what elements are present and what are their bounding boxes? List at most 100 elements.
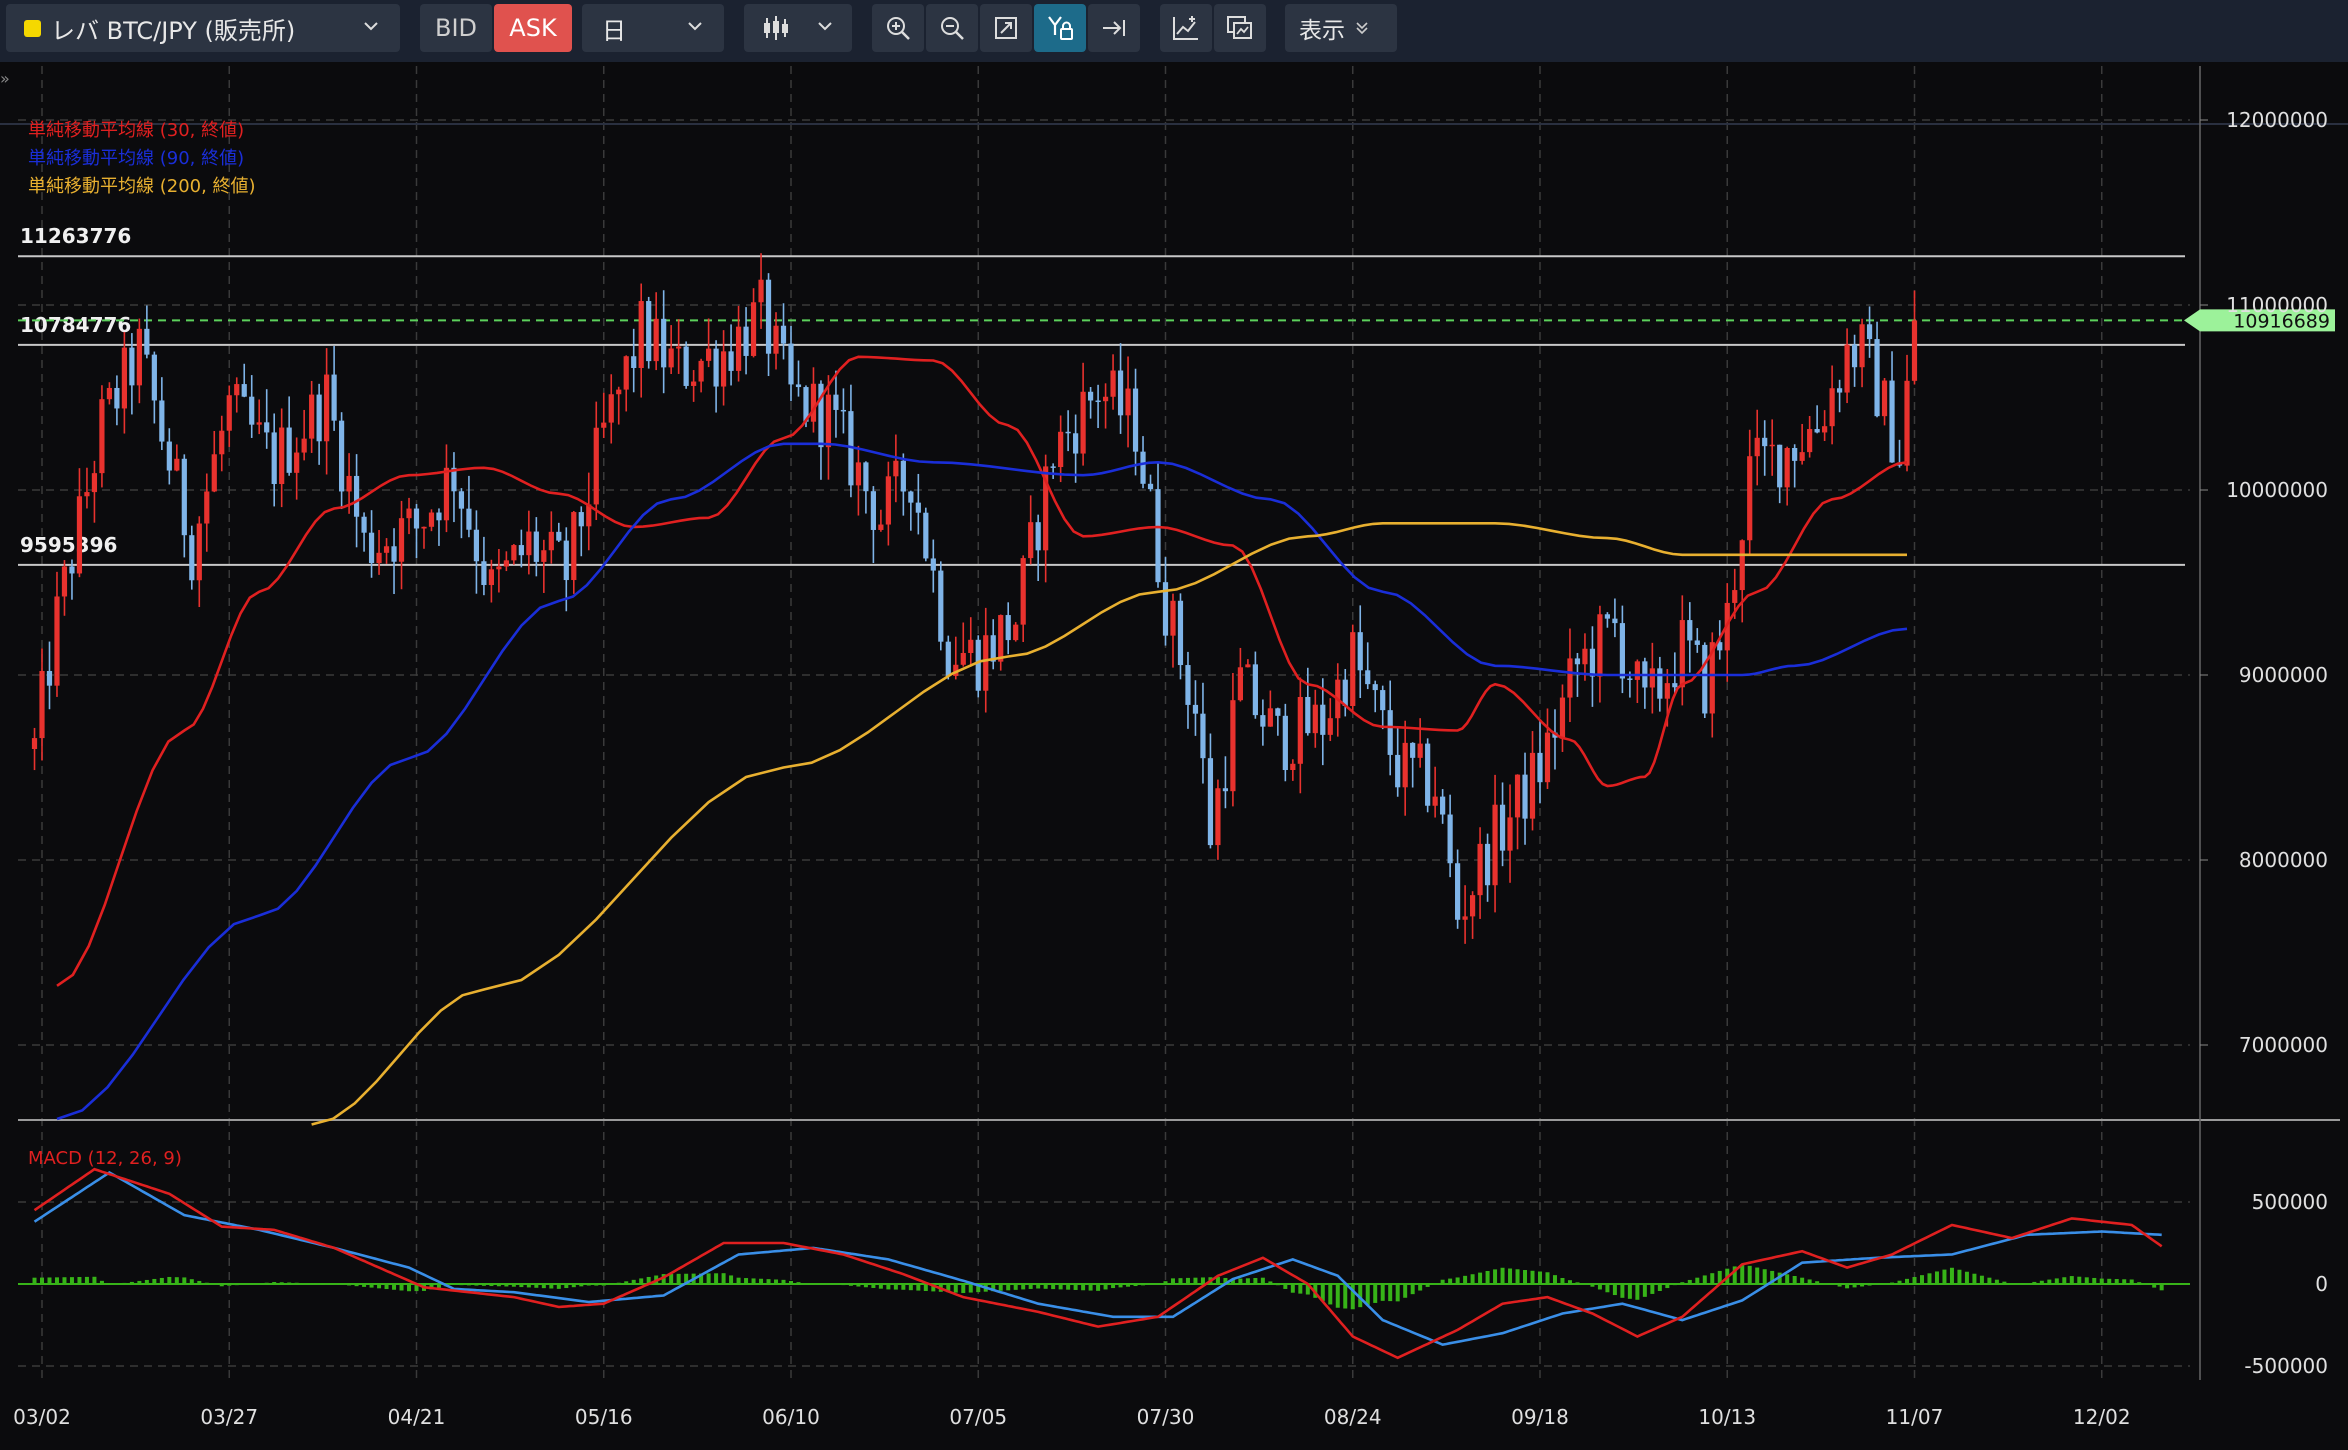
candle-body	[631, 356, 637, 368]
candle-body	[421, 526, 427, 529]
macd-histogram-bar	[684, 1273, 689, 1284]
candle-body	[1080, 391, 1086, 454]
candle-body	[1844, 344, 1850, 393]
macd-histogram-bar	[594, 1284, 599, 1286]
macd-histogram-bar	[1627, 1284, 1632, 1299]
x-tick-label: 03/27	[200, 1405, 258, 1429]
macd-histogram-bar	[699, 1273, 704, 1284]
macd-histogram-bar	[1410, 1284, 1415, 1295]
macd-histogram-bar	[436, 1284, 441, 1288]
macd-histogram-bar	[923, 1284, 928, 1291]
macd-histogram-bar	[2039, 1280, 2044, 1284]
candle-body	[1664, 683, 1670, 699]
candle-body	[219, 430, 225, 455]
macd-histogram-bar	[1200, 1277, 1205, 1284]
bid-button[interactable]: BID	[420, 4, 492, 52]
macd-histogram-bar	[1657, 1284, 1662, 1291]
candle-body	[578, 512, 584, 527]
macd-histogram-bar	[2069, 1276, 2074, 1284]
macd-histogram-bar	[152, 1278, 157, 1284]
candle-body	[810, 383, 817, 422]
macd-histogram-bar	[1141, 1284, 1146, 1286]
y-tick-label: 11000000	[2226, 293, 2328, 317]
legend-sma30: 単純移動平均線 (30, 終値)	[28, 120, 244, 141]
macd-histogram-bar	[534, 1284, 539, 1288]
level-label: 11263776	[20, 224, 131, 248]
candle-body	[181, 458, 187, 536]
macd-histogram-bar	[77, 1277, 82, 1284]
candle-body	[316, 394, 322, 442]
macd-histogram-bar	[62, 1277, 67, 1284]
collapse-arrows[interactable]: »	[0, 69, 10, 88]
macd-histogram-bar	[2054, 1278, 2059, 1284]
candle-body	[713, 348, 719, 387]
symbol-selector[interactable]: レバ BTC/JPY (販売所)	[6, 4, 400, 52]
candle-body	[121, 347, 127, 409]
candle-body	[878, 524, 884, 530]
candle-body	[938, 570, 944, 642]
candle-body	[1147, 483, 1154, 490]
candle-body	[1185, 665, 1191, 705]
macd-histogram-bar	[1028, 1284, 1033, 1289]
macd-histogram-bar	[272, 1282, 277, 1284]
macd-histogram-bar	[309, 1283, 314, 1285]
macd-histogram-bar	[878, 1284, 883, 1289]
candle-body	[1477, 843, 1483, 896]
macd-histogram-bar	[1770, 1270, 1775, 1284]
candlesticks	[31, 253, 1918, 944]
macd-histogram-bar	[1275, 1284, 1280, 1286]
macd-histogram-bar	[976, 1284, 981, 1293]
axes: 7000000 8000000 9000000 10000000 11000000 120…	[13, 108, 2328, 1429]
y-tick-label: 8000000	[2239, 848, 2328, 872]
zoom-out-icon[interactable]	[926, 4, 978, 52]
macd-histogram-bar	[2122, 1279, 2127, 1284]
add-indicator-icon[interactable]	[1160, 4, 1212, 52]
scroll-to-latest-icon[interactable]	[1088, 4, 1140, 52]
candle-body	[1874, 339, 1880, 417]
display-menu-button[interactable]: 表示	[1285, 4, 1397, 52]
candle-body	[998, 615, 1004, 662]
macd-histogram-bar	[1919, 1275, 1924, 1284]
macd-histogram-bar	[1230, 1278, 1235, 1284]
macd-histogram-bar	[429, 1284, 434, 1290]
x-tick-label: 07/30	[1137, 1405, 1195, 1429]
candle-body	[466, 508, 472, 530]
zoom-in-icon[interactable]	[872, 4, 924, 52]
candle-body	[129, 347, 135, 386]
macd-histogram-bar	[586, 1284, 591, 1286]
macd-histogram-bar	[893, 1284, 898, 1290]
macd-histogram-bar	[1934, 1271, 1939, 1284]
candle-body	[1215, 788, 1221, 846]
chart-type-selector[interactable]	[744, 4, 852, 52]
candle-body	[833, 394, 839, 410]
expand-left-icon[interactable]: »	[0, 69, 10, 88]
candle-body	[279, 427, 285, 485]
macd-histogram-bar	[541, 1284, 546, 1289]
ma-line-sma200	[311, 522, 1907, 1126]
period-selector[interactable]: 日	[582, 4, 724, 52]
candle-body	[339, 420, 345, 492]
macd-histogram-bar	[1523, 1270, 1528, 1284]
auto-scale-lock-icon[interactable]	[1034, 4, 1086, 52]
macd-histogram-bar	[234, 1284, 239, 1286]
macd-histogram-bar	[1620, 1284, 1625, 1298]
macd-histogram-bar	[129, 1281, 134, 1284]
chart-area[interactable]: 11263776 10784776 9595396 10916689 7000000 8…	[0, 62, 2348, 1450]
macd-histogram-bar	[1343, 1284, 1348, 1309]
macd-histogram-bar	[2024, 1283, 2029, 1285]
fit-screen-icon[interactable]	[980, 4, 1032, 52]
macd-histogram-bar	[759, 1278, 764, 1284]
chart-settings-icon[interactable]	[1214, 4, 1266, 52]
ask-button[interactable]: ASK	[494, 4, 572, 52]
candle-body	[1769, 444, 1775, 447]
candle-body	[743, 326, 749, 356]
candle-body	[1350, 632, 1356, 707]
macd-histogram-bar	[1193, 1277, 1198, 1284]
candle-body	[1881, 380, 1888, 417]
macd-histogram-bar	[1006, 1284, 1011, 1291]
macd-histogram-bar	[961, 1284, 966, 1294]
candle-body	[1649, 668, 1655, 688]
candle-body	[398, 518, 405, 562]
candle-body	[1267, 708, 1273, 727]
macd-histogram-bar	[249, 1284, 254, 1285]
